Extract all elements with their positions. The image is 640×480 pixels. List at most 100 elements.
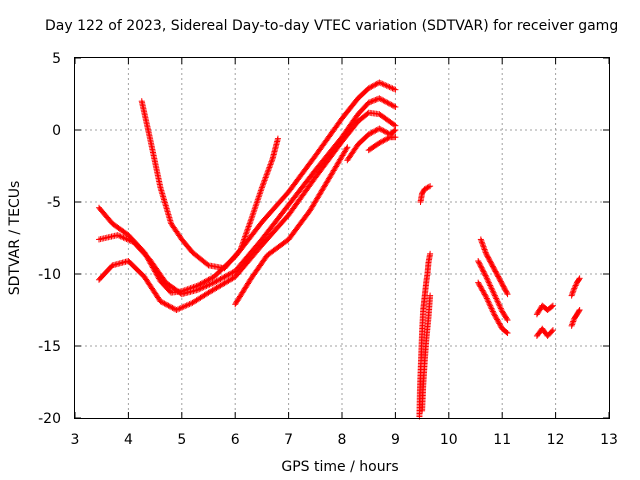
data-point [165, 302, 172, 309]
data-point [228, 270, 235, 277]
data-point [504, 317, 511, 324]
data-point [484, 296, 491, 303]
data-point [264, 168, 271, 175]
data-point [376, 125, 383, 132]
data-point [377, 80, 384, 87]
data-point [572, 282, 579, 289]
data-point [379, 127, 386, 133]
data-point [392, 86, 399, 93]
data-point [384, 135, 391, 142]
data-point [575, 308, 582, 315]
axes: 3 4 5 6 7 8 9 10 11 12 13 5 0 -5 -10 -15 -20 [38, 51, 618, 448]
data-point [204, 261, 211, 268]
data-point [481, 271, 488, 278]
data-point [253, 201, 260, 208]
data-point [183, 302, 190, 309]
data-point [483, 273, 490, 280]
data-point [161, 300, 168, 307]
data-point [488, 305, 495, 312]
data-point [209, 280, 216, 287]
data-point [263, 173, 270, 180]
data-point [376, 79, 383, 86]
data-point [182, 303, 189, 310]
data-point [479, 265, 486, 272]
data-point [369, 129, 376, 136]
data-point [491, 291, 498, 298]
data-point [379, 96, 386, 103]
data-point [380, 137, 387, 144]
data-point [493, 315, 500, 322]
data-point [482, 249, 489, 256]
data-point [212, 278, 219, 285]
data-point [243, 230, 250, 237]
data-point [266, 164, 273, 171]
data-point [222, 273, 229, 280]
x-tick-label: 11 [493, 432, 511, 448]
data-point [571, 285, 578, 292]
data-point [491, 311, 498, 318]
data-point [263, 171, 270, 178]
data-point [253, 199, 260, 206]
data-point [127, 238, 134, 245]
data-point [203, 282, 210, 289]
data-point [493, 271, 500, 277]
x-tick-label: 9 [391, 432, 400, 448]
data-point [379, 138, 386, 145]
data-point [386, 84, 393, 91]
data-point [368, 129, 375, 136]
data-point [381, 98, 388, 105]
data-point [205, 282, 212, 289]
data-point [364, 110, 371, 117]
data-point [490, 264, 497, 271]
data-point [226, 271, 233, 277]
data-point [367, 130, 374, 137]
data-point [371, 128, 378, 135]
data-point [487, 259, 494, 266]
data-point [376, 139, 383, 146]
data-point [499, 282, 506, 289]
data-point [493, 269, 500, 276]
data-point [489, 263, 496, 270]
data-point [391, 121, 398, 128]
data-point [487, 302, 494, 309]
data-point [489, 308, 496, 315]
data-point [489, 262, 496, 269]
data-point [478, 286, 485, 293]
data-point [173, 307, 180, 313]
data-point [487, 304, 494, 311]
data-point [568, 292, 575, 299]
data-points [96, 79, 583, 420]
data-point [503, 315, 510, 322]
data-point [367, 99, 374, 106]
data-point [383, 82, 390, 89]
data-point [262, 174, 269, 181]
data-point [259, 183, 266, 190]
data-point [384, 99, 391, 106]
data-point [421, 186, 428, 193]
data-point [548, 303, 555, 310]
data-point [247, 217, 254, 224]
data-point [268, 158, 275, 165]
data-point [249, 211, 256, 218]
data-point [208, 275, 215, 282]
x-tick-label: 6 [231, 432, 240, 448]
data-point [237, 246, 244, 253]
data-point [377, 126, 384, 133]
data-point [262, 175, 269, 182]
data-point [188, 300, 195, 307]
data-point [216, 276, 223, 283]
data-point [247, 219, 254, 226]
data-point [501, 284, 508, 291]
data-point [494, 272, 501, 279]
data-point [369, 98, 376, 105]
data-point [485, 299, 492, 306]
data-point [479, 267, 486, 274]
data-point [194, 286, 201, 293]
data-point [576, 275, 583, 282]
data-point [569, 289, 576, 296]
data-point [477, 283, 484, 290]
data-point [122, 235, 129, 242]
data-point [200, 284, 207, 291]
data-point [373, 80, 380, 87]
y-tick-label: 5 [52, 51, 61, 67]
